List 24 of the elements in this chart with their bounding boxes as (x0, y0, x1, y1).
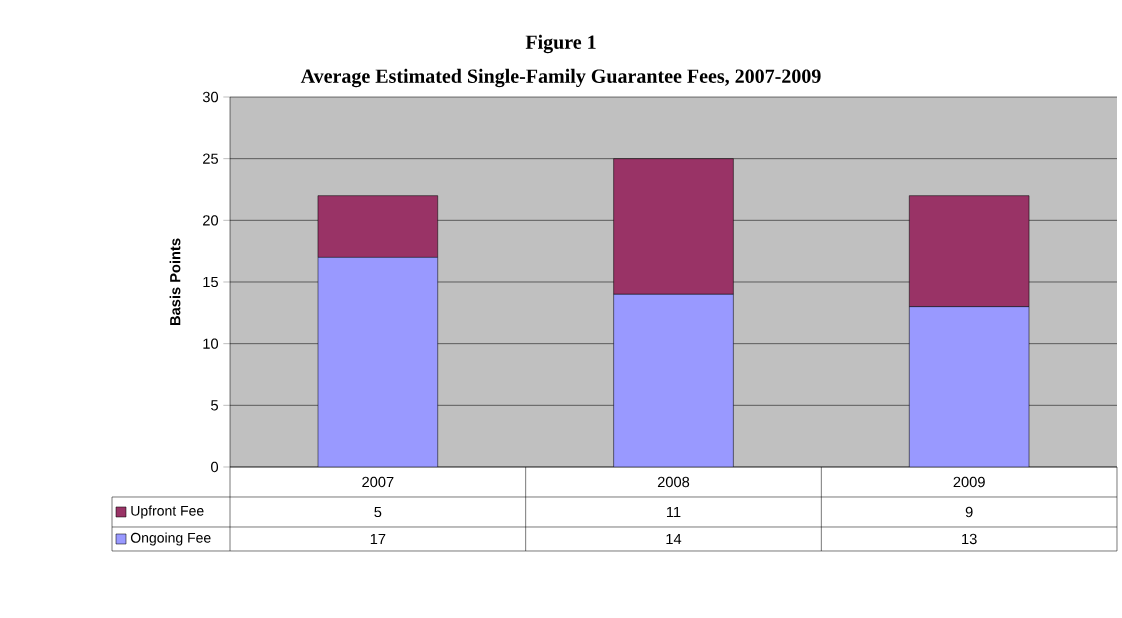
data-label: 14 (666, 533, 682, 545)
data-label: 5 (374, 506, 382, 518)
bar (909, 306, 1030, 467)
x-tick-label: 2008 (657, 476, 690, 488)
y-tick-label: 25 (203, 153, 218, 164)
x-tick-label: 2007 (362, 476, 394, 488)
y-tick-label: 10 (203, 338, 219, 349)
bar (317, 257, 438, 467)
y-tick-label: 30 (202, 91, 219, 103)
data-label: 9 (965, 506, 973, 518)
y-tick-label: 0 (211, 461, 219, 473)
y-tick-label: 15 (203, 276, 218, 288)
x-tick-label: 2009 (953, 476, 985, 488)
y-tick-label: 5 (211, 400, 218, 411)
bar (613, 294, 734, 467)
legend-label: Ongoing Fee (130, 532, 211, 546)
data-label: 13 (962, 533, 977, 545)
chart-subtitle: Average Estimated Single-Family Guarantee Fees, 2007-2009 (300, 68, 821, 88)
data-label: 11 (666, 506, 681, 518)
y-axis-title: Basis Points (169, 238, 181, 326)
data-label: 17 (370, 533, 386, 545)
chart-title: Figure 1 (525, 34, 596, 54)
legend-label: Upfront Fee (131, 505, 204, 519)
y-tick-label: 20 (203, 215, 219, 226)
